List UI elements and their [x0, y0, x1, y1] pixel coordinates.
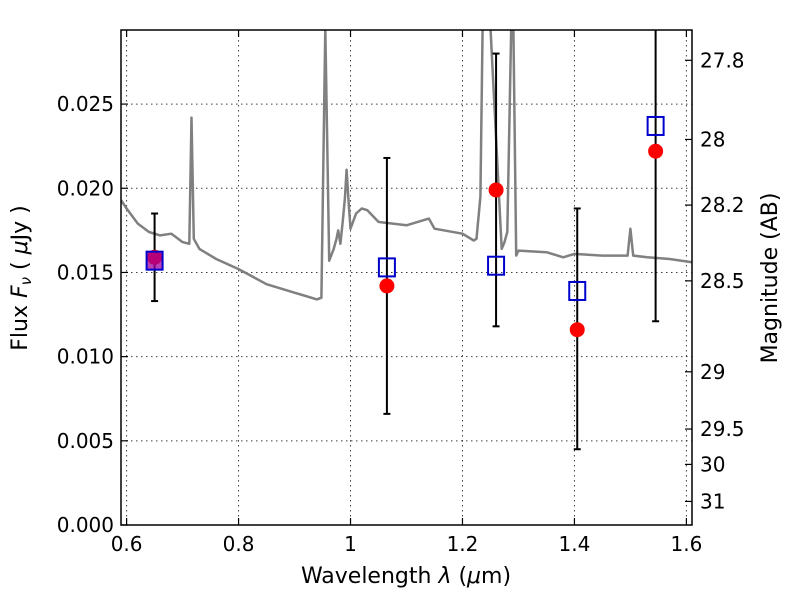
x-tick-label: 1	[344, 532, 357, 556]
data-points	[145, 30, 665, 451]
observed-point	[569, 322, 585, 338]
y2-tick-label: 29.5	[700, 417, 745, 441]
y-tick-label: 0.025	[57, 92, 114, 116]
x-tick-label: 0.6	[111, 532, 143, 556]
y2-tick-label: 28.5	[700, 269, 745, 293]
observed-point	[648, 143, 664, 159]
x-axis-title: Wavelength λ (μm)	[301, 564, 511, 589]
model-point	[377, 257, 396, 278]
x-tick-label: 1.6	[670, 532, 702, 556]
plot-background	[121, 30, 692, 525]
x-tick-label: 1.2	[447, 532, 479, 556]
y2-tick-label: 31	[700, 489, 725, 513]
y-tick-label: 0.020	[57, 176, 114, 200]
model-point	[487, 255, 506, 276]
y2-tick-label: 28	[700, 127, 725, 151]
model-point	[145, 250, 164, 271]
x-tick-label: 0.8	[223, 532, 255, 556]
x-tick-label: 1.4	[559, 532, 591, 556]
model-point	[568, 280, 587, 301]
template-spectrum-line	[121, 30, 692, 301]
observed-point	[379, 278, 395, 294]
y2-tick-label: 30	[700, 452, 725, 476]
y-tick-label: 0.010	[57, 345, 114, 369]
axes: 0.6 0.8 1 1.2 1.4 1.6 0.000 0.005 0.010 0.015 0.02…	[57, 30, 745, 556]
model-point	[646, 115, 665, 136]
y-tick-label: 0.015	[57, 260, 114, 284]
y-tick-label: 0.005	[57, 429, 114, 453]
y2-tick-label: 28.2	[700, 193, 745, 217]
plot-frame	[120, 29, 693, 526]
y-tick-label: 0.000	[57, 513, 114, 537]
y2-axis-title: Magnitude (AB)	[758, 193, 783, 364]
observed-point	[488, 182, 504, 198]
y2-tick-label: 29	[700, 360, 725, 384]
y2-tick-label: 27.8	[700, 48, 745, 72]
y-axis-title: Flux Fν ( μJy )	[8, 205, 35, 350]
